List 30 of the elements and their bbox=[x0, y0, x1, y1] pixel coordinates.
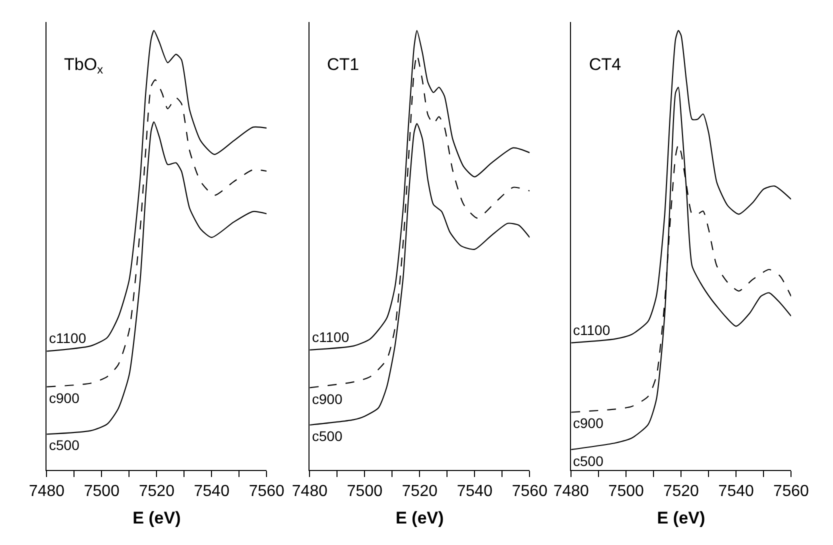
x-tick-label: 7500 bbox=[84, 483, 120, 500]
x-tick-label: 7540 bbox=[456, 483, 493, 500]
x-tick-label: 7480 bbox=[553, 483, 590, 500]
x-tick-label: 7520 bbox=[138, 483, 175, 500]
series-label: c1100 bbox=[312, 329, 350, 345]
series-label: c900 bbox=[49, 390, 80, 406]
x-tick-label: 7500 bbox=[608, 483, 644, 500]
series-label: c1100 bbox=[573, 322, 610, 338]
series-label: c1100 bbox=[49, 330, 86, 346]
series-label: c900 bbox=[573, 415, 604, 431]
x-tick-label: 7520 bbox=[402, 483, 438, 500]
x-tick-label: 7540 bbox=[718, 483, 754, 500]
x-tick-label: 7560 bbox=[248, 483, 285, 500]
text: TbO$_{x}$ bbox=[64, 55, 104, 77]
x-tick-label: 7540 bbox=[194, 483, 230, 500]
x-tick-label: 7560 bbox=[512, 483, 548, 500]
x-axis-title: E (eV) bbox=[657, 508, 706, 528]
x-tick-label: 7560 bbox=[773, 483, 809, 500]
x-tick-label: 7480 bbox=[28, 483, 65, 500]
series-label: c500 bbox=[312, 428, 343, 444]
x-tick-label: 7500 bbox=[346, 483, 383, 500]
x-axis-title: E (eV) bbox=[396, 508, 444, 528]
x-axis-title: E (eV) bbox=[132, 508, 181, 528]
series-label: c500 bbox=[573, 453, 604, 469]
x-tick-label: 7480 bbox=[292, 483, 328, 500]
series-label: c900 bbox=[312, 391, 343, 407]
text: CT1 bbox=[327, 55, 360, 74]
text: CT4 bbox=[589, 55, 622, 74]
series-label: c500 bbox=[49, 437, 80, 453]
x-tick-label: 7520 bbox=[663, 483, 700, 500]
